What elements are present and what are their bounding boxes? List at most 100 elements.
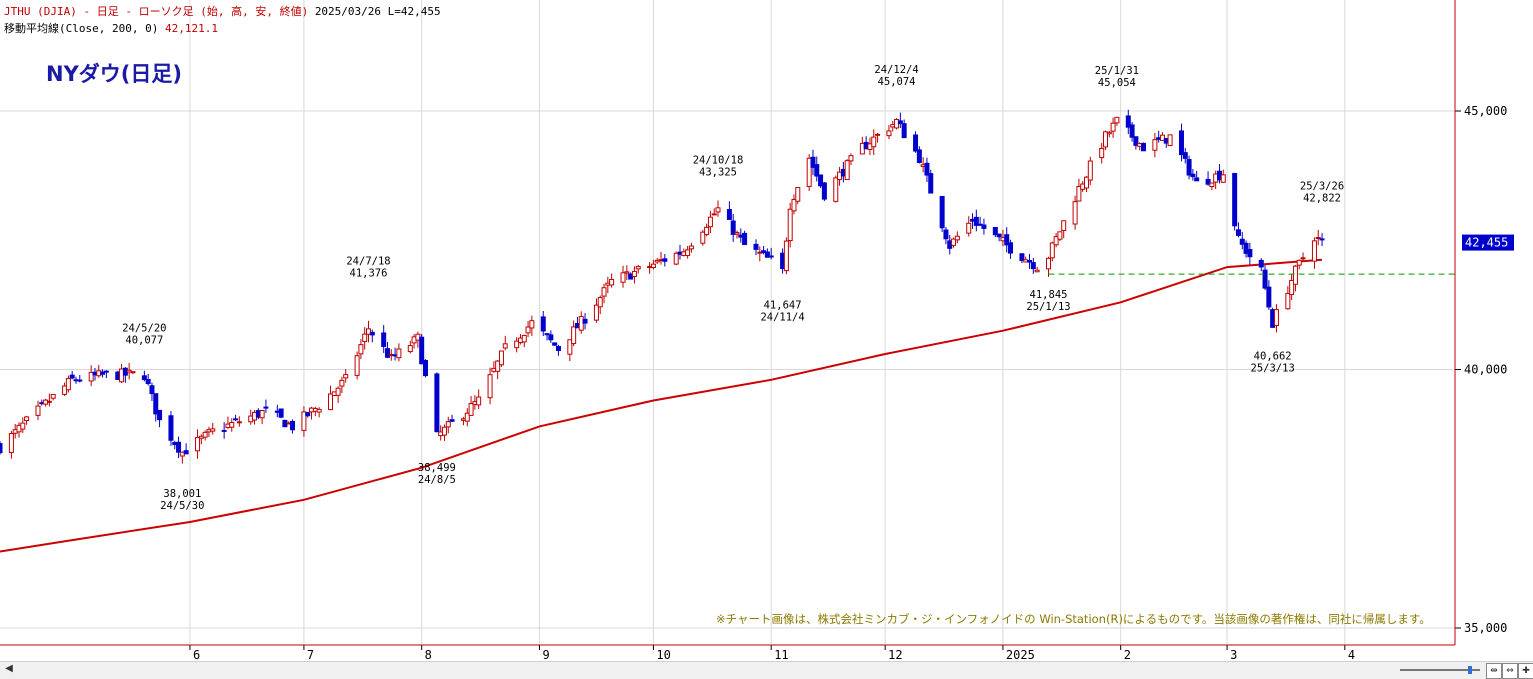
candle-body (525, 326, 531, 334)
candle-body (548, 334, 554, 341)
y-tick-label: 40,000 (1464, 363, 1507, 377)
candle-body (711, 213, 717, 216)
candle-body (966, 222, 972, 234)
candle-body (369, 331, 375, 336)
header-last-price: L=42,455 (387, 5, 441, 18)
candle (631, 266, 637, 284)
candle (688, 242, 694, 253)
candle (290, 419, 296, 434)
annotation-label: 25/3/13 (1251, 362, 1295, 374)
candle-body (316, 408, 322, 413)
candle-body (1030, 262, 1036, 270)
candle (742, 230, 748, 245)
chevron-left-icon[interactable]: ◀ (5, 663, 13, 674)
candle (1057, 231, 1063, 242)
candle (886, 125, 892, 140)
annotation-label: 24/10/18 (693, 155, 744, 167)
candle (685, 245, 691, 259)
candle (844, 159, 850, 181)
candle-body (567, 339, 573, 355)
candle-body (77, 379, 83, 382)
candle (221, 422, 227, 439)
x-tick-label: 2 (1124, 648, 1131, 661)
candle-body (1300, 257, 1306, 260)
x-tick-label: 6 (193, 648, 200, 661)
candle-body (620, 272, 626, 283)
annotation-label: 38,001 (163, 488, 201, 500)
candle (1235, 222, 1241, 238)
candle (795, 186, 801, 205)
candle-body (407, 345, 413, 353)
candle-body (901, 123, 907, 139)
crosshair-plus-icon[interactable]: ✚ (1518, 663, 1533, 679)
candle (981, 218, 987, 235)
candle (149, 382, 155, 401)
candle (69, 370, 75, 380)
annotation: 24/12/445,074 (874, 64, 918, 88)
candle (1061, 220, 1067, 239)
candle-body (126, 369, 132, 373)
candle-body (8, 433, 14, 453)
candle (726, 201, 732, 220)
candle (1027, 253, 1033, 269)
candle-body (495, 360, 501, 372)
candle (8, 430, 14, 459)
candle-body (821, 182, 827, 200)
candle-body (875, 133, 881, 136)
candle (1243, 240, 1249, 258)
annotation-label: 24/5/20 (122, 323, 166, 335)
current-price-label: 42,455 (1465, 236, 1508, 250)
zoom-slider[interactable] (1400, 666, 1480, 674)
zoom-slider-thumb[interactable] (1468, 666, 1472, 674)
candle-body (202, 431, 208, 438)
candle-body (943, 229, 949, 240)
candle-body (597, 297, 603, 308)
candle (358, 339, 364, 360)
chart-scrollbar[interactable]: ◀ ⇹ ⇔ ✚ (0, 661, 1533, 679)
annotation-label: 24/7/18 (346, 255, 390, 267)
candle (658, 251, 664, 265)
candlestick-chart: 24/5/2040,07738,00124/5/3024/7/1841,3763… (0, 0, 1514, 661)
candle (396, 343, 402, 362)
annotation-label: 41,647 (764, 299, 802, 311)
candle-body (130, 371, 136, 374)
candle (1220, 169, 1226, 183)
candle-body (1008, 242, 1014, 254)
annotation-label: 41,845 (1030, 289, 1068, 301)
zoom-in-icon[interactable]: ⇹ (1486, 663, 1502, 679)
candle (768, 247, 774, 260)
candle-body (183, 450, 189, 455)
candle-body (210, 428, 216, 432)
candle-body (726, 209, 732, 220)
zoom-out-icon[interactable]: ⇔ (1502, 663, 1518, 679)
candle-body (582, 318, 588, 324)
candle (502, 335, 508, 351)
candle-body (384, 348, 390, 358)
candle (707, 210, 713, 234)
candle-body (20, 422, 26, 430)
candle-body (221, 429, 227, 432)
candle-body (157, 409, 163, 421)
candle-body (791, 198, 797, 212)
candle (821, 182, 827, 202)
candle (407, 340, 413, 354)
candle-body (1049, 242, 1055, 259)
candle (328, 385, 334, 411)
candle (259, 409, 265, 425)
candle-body (833, 177, 839, 202)
candle-body (365, 328, 371, 335)
candle (0, 441, 3, 455)
candle-body (502, 343, 508, 349)
annotation-label: 24/11/4 (760, 311, 804, 323)
candle (901, 119, 907, 139)
candle-body (176, 441, 182, 453)
candle-body (787, 208, 793, 242)
candle (305, 412, 311, 418)
candle-body (354, 355, 360, 376)
candle-body (24, 416, 30, 422)
candle-body (814, 164, 820, 177)
